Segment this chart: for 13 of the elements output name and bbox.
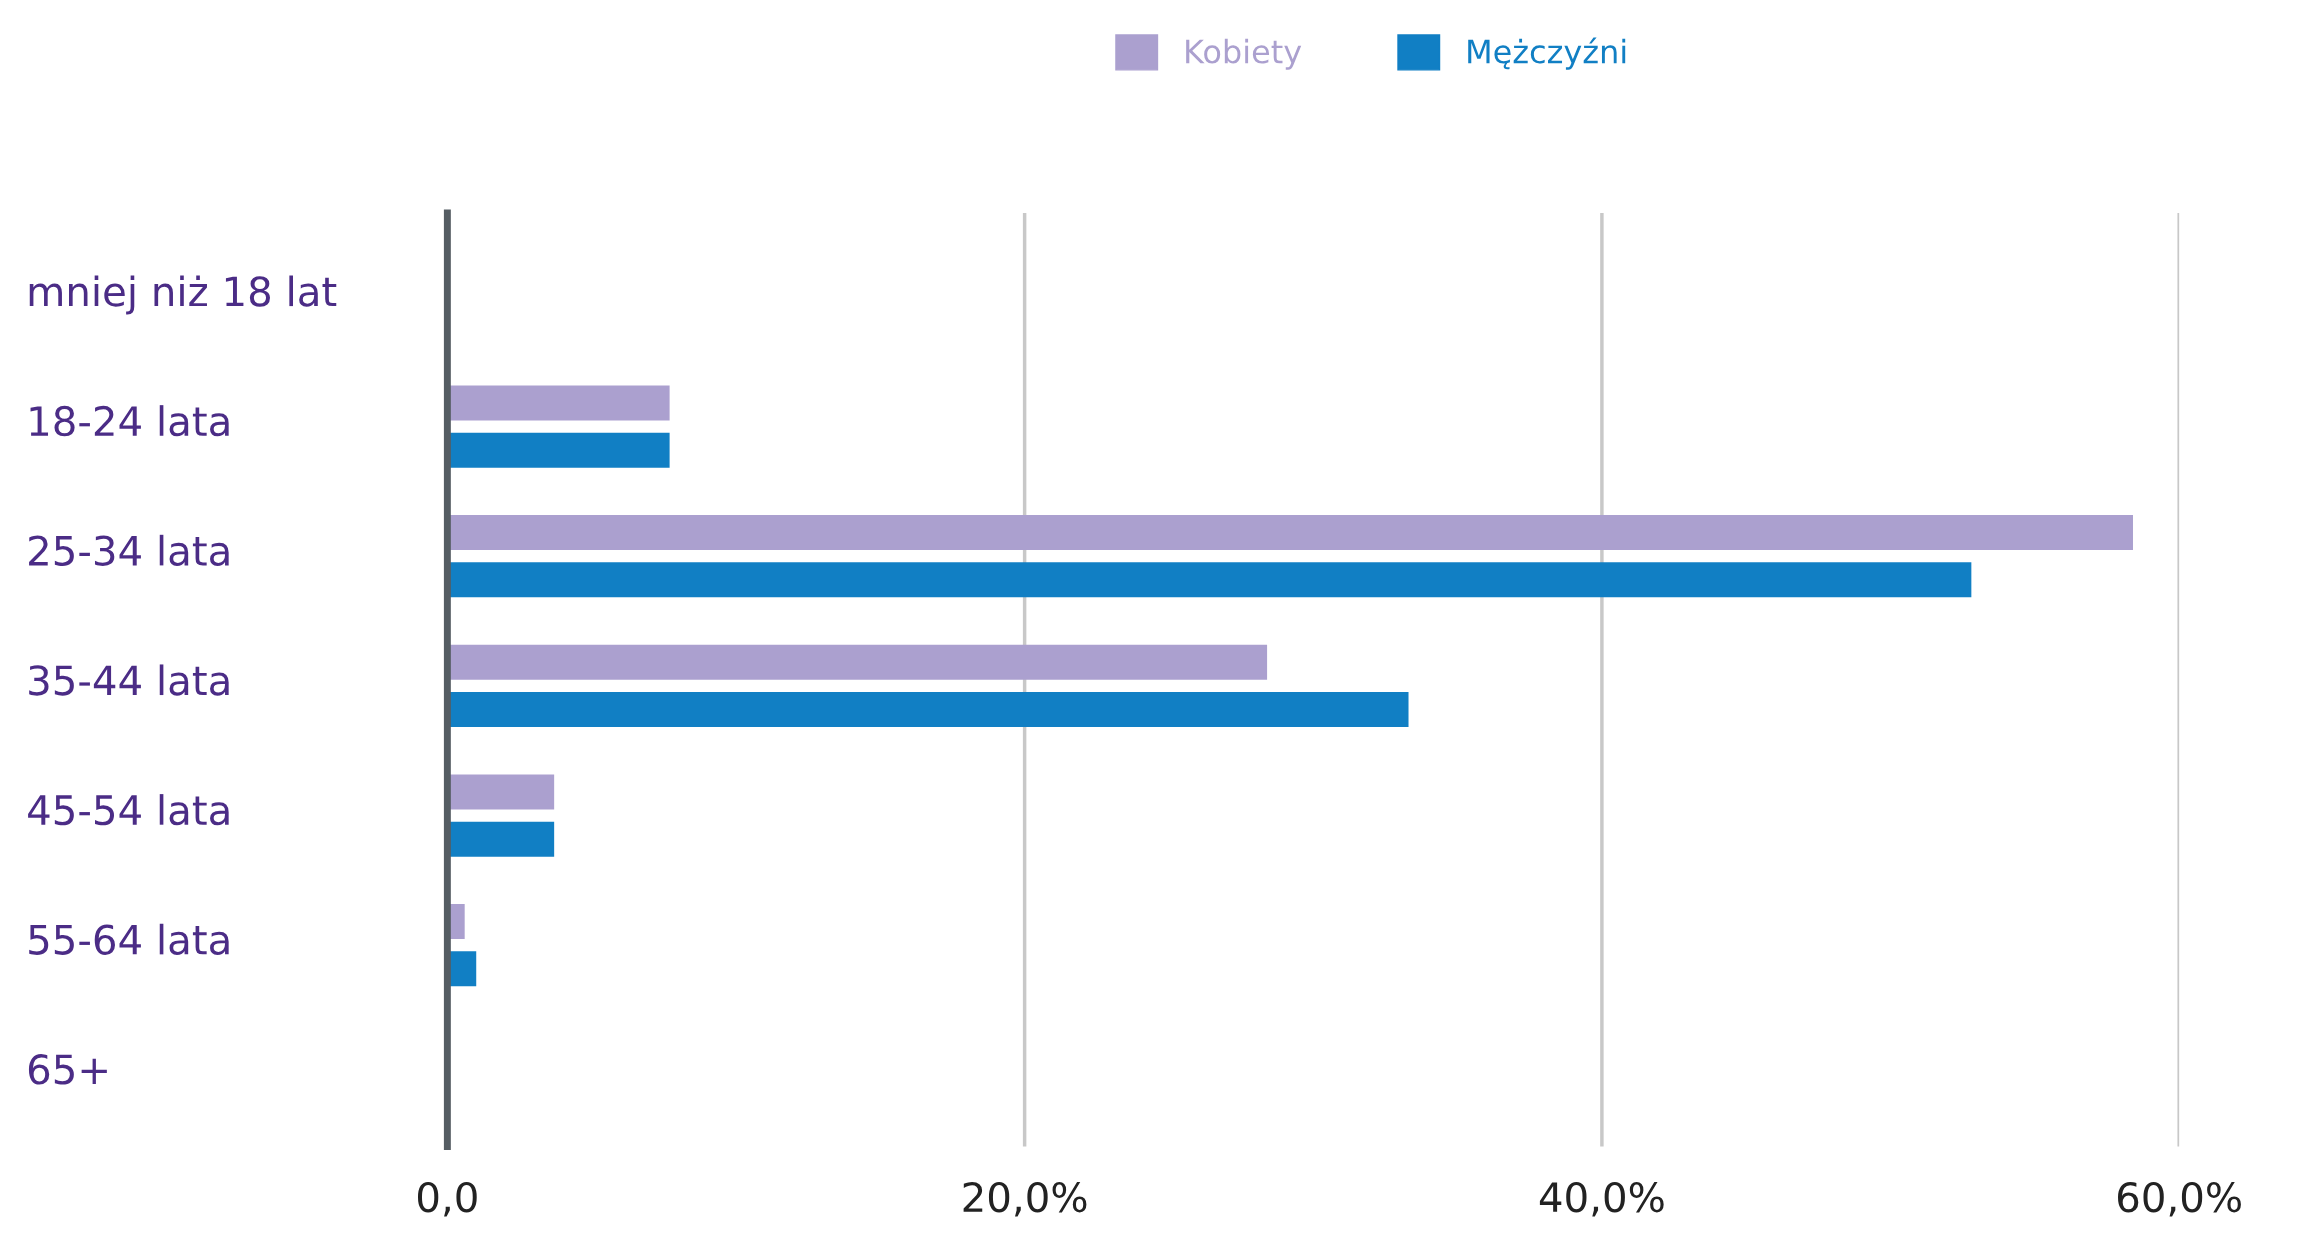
x-tick-label: 20,0% xyxy=(963,1181,1087,1217)
x-tick-label: 60,0% xyxy=(2118,1181,2241,1217)
x-tick-label: 40,0% xyxy=(1539,1181,1664,1217)
y-tick-label: 18-24 lata xyxy=(30,405,229,437)
y-tick-label: mniej niż 18 lat xyxy=(29,275,337,315)
y-tick-label: 25-34 lata xyxy=(29,534,229,566)
y-tick-label: 55-64 lata xyxy=(29,923,229,955)
y-tick-label: 45-54 lata xyxy=(28,794,229,826)
y-tick-label: 35-44 lata xyxy=(29,664,229,696)
legend-label: Mężczyźni xyxy=(1468,37,1626,70)
legend-label: Kobiety xyxy=(1186,38,1302,70)
y-tick-label: 65+ xyxy=(28,1054,107,1085)
x-tick-label: 0,0 xyxy=(417,1181,477,1217)
